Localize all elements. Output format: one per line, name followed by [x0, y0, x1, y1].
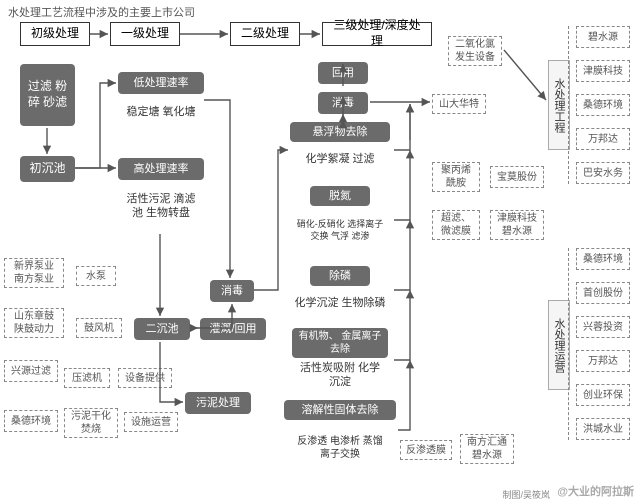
company-shouchuang: 首创股份 [576, 282, 630, 304]
stage-first: 一级处理 [110, 22, 180, 46]
label-ops: 设施运营 [124, 412, 178, 432]
label-shandahuate: 山大华特 [432, 94, 486, 114]
proc-sec-clarifier: 二沉池 [134, 318, 190, 340]
proc-disinfect-1: 消毒 [210, 280, 254, 302]
proc-org-sub: 活性炭吸附 化学沉淀 [292, 358, 388, 392]
label-pump: 水泵 [76, 266, 116, 286]
label-uf: 超滤、 微滤膜 [432, 210, 480, 240]
proc-low-rate-sub: 稳定塘 氧化塘 [118, 94, 204, 130]
proc-sludge: 污泥处理 [185, 392, 251, 414]
label-sludge-dry: 污泥干化 焚烧 [64, 408, 118, 438]
bracket-ops [568, 248, 572, 440]
proc-denitr: 脱氮 [310, 186, 370, 206]
company-chuangye: 创业环保 [576, 384, 630, 406]
proc-susp-sub: 化学絮凝 过滤 [290, 142, 390, 176]
label-pam: 聚丙烯 酰胺 [432, 162, 480, 192]
company-sangde1: 桑德环境 [4, 410, 58, 432]
company-sangde3: 桑德环境 [576, 248, 630, 270]
bracket-eng [568, 26, 572, 184]
company-hongcheng: 洪城水业 [576, 418, 630, 440]
watermark: @大业的阿拉斯 [557, 483, 634, 499]
company-wanbang2: 万邦达 [576, 350, 630, 372]
company-baomo: 宝莫股份 [490, 166, 544, 188]
stage-primary: 初级处理 [20, 22, 90, 46]
company-jinmo1: 津膜科技 碧水源 [490, 210, 544, 240]
label-ro: 反渗透膜 [400, 440, 452, 460]
proc-irrigation: 灌溉/回用 [200, 318, 266, 340]
company-baan: 巴安水务 [576, 162, 630, 184]
page-title: 水处理工艺流程中涉及的主要上市公司 [8, 4, 195, 20]
proc-tds-sub: 反渗透 电渗析 蒸馏 离子交换 [292, 420, 388, 476]
proc-org: 有机物、 金属离子去除 [292, 328, 388, 358]
credit: 制图/吴筱岚 [502, 488, 550, 501]
company-wanbang1: 万邦达 [576, 128, 630, 150]
proc-high-rate: 高处理速率 [118, 158, 204, 180]
company-sangde2: 桑德环境 [576, 94, 630, 116]
proc-dephos-sub: 化学沉淀 生物除磷 [290, 286, 390, 320]
proc-reuse: 回用 [318, 62, 368, 84]
label-filter: 压滤机 [64, 368, 110, 388]
company-bishuiyuan: 碧水源 [576, 26, 630, 48]
proc-prim-clarifier: 初沉池 [20, 156, 75, 182]
stage-third: 三级处理/深度处理 [322, 22, 432, 46]
company-shandong: 山东章鼓 陕鼓动力 [4, 308, 64, 338]
company-xinjie: 新界泵业 南方泵业 [4, 258, 64, 288]
label-equip: 设备提供 [118, 368, 172, 388]
stage-second: 二级处理 [230, 22, 300, 46]
company-xingyuan: 兴源过滤 [4, 360, 58, 382]
company-nanfang: 南方汇通 碧水源 [460, 434, 514, 464]
proc-low-rate: 低处理速率 [118, 72, 204, 94]
proc-susp: 悬浮物去除 [290, 122, 390, 142]
proc-tds: 溶解性固体去除 [284, 400, 396, 420]
company-jinmo2: 津膜科技 [576, 60, 630, 82]
label-blower: 鼓风机 [76, 318, 122, 338]
proc-filter: 过滤 粉碎 砂滤 [20, 64, 75, 126]
section-engineering: 水处理工程 [548, 60, 570, 150]
proc-disinfect-2: 消毒 [318, 92, 368, 114]
proc-dephos: 除磷 [310, 266, 370, 286]
section-operations: 水处理运营 [548, 300, 570, 390]
proc-high-rate-sub: 活性污泥 滴滤池 生物转盘 [118, 180, 204, 232]
proc-denitr-sub: 硝化-反硝化 选择离子交换 气浮 滤渗 [290, 206, 390, 256]
company-xingrong: 兴蓉投资 [576, 316, 630, 338]
label-clo2: 二氧化氯 发生设备 [448, 36, 502, 66]
